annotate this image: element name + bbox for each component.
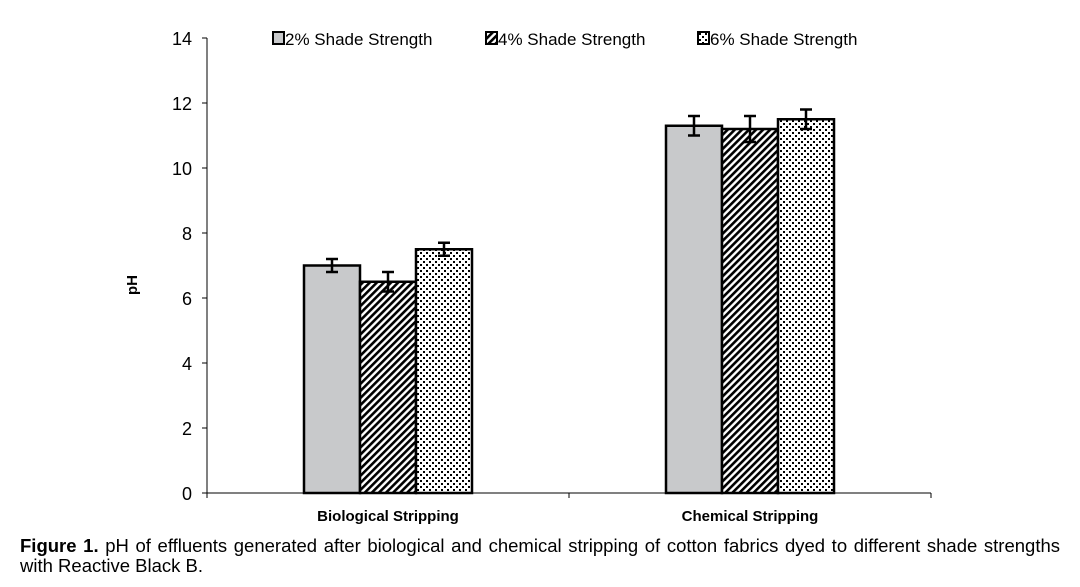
legend-label: 6% Shade Strength — [710, 30, 857, 49]
bar — [358, 280, 418, 495]
bars — [302, 118, 836, 495]
legend-swatch — [697, 31, 710, 45]
axes: 0 2 4 6 8 10 12 14 Biological Stripping Chemical … — [172, 29, 932, 525]
legend-label: 2% Shade Strength — [285, 30, 432, 49]
y-tick-label: 0 — [182, 484, 192, 504]
x-category-label: Biological Stripping — [317, 508, 459, 525]
y-tick-label: 10 — [172, 159, 192, 179]
bar — [776, 118, 836, 495]
bar — [302, 264, 362, 495]
legend: 2% Shade Strength 4% Shade Strength 6% Sha… — [272, 30, 857, 49]
y-tick-label: 6 — [182, 289, 192, 309]
bar — [720, 127, 780, 495]
bar — [664, 124, 724, 495]
caption-text: pH of effluents generated after biologic… — [20, 535, 1060, 576]
legend-swatch — [272, 31, 285, 45]
bar — [414, 248, 474, 495]
legend-label: 4% Shade Strength — [498, 30, 645, 49]
y-tick-label: 14 — [172, 29, 192, 49]
caption-label: Figure 1. — [20, 535, 99, 556]
y-axis-label: pH — [124, 275, 141, 295]
error-bars — [326, 108, 812, 293]
y-tick-label: 4 — [182, 354, 192, 374]
bar-chart: 2% Shade Strength 4% Shade Strength 6% Sha… — [124, 29, 932, 525]
y-tick-label: 2 — [182, 419, 192, 439]
figure-caption: Figure 1. pH of effluents generated afte… — [20, 536, 1060, 576]
y-tick-label: 12 — [172, 94, 192, 114]
x-category-label: Chemical Stripping — [682, 508, 819, 525]
legend-swatch — [485, 31, 498, 45]
y-tick-label: 8 — [182, 224, 192, 244]
